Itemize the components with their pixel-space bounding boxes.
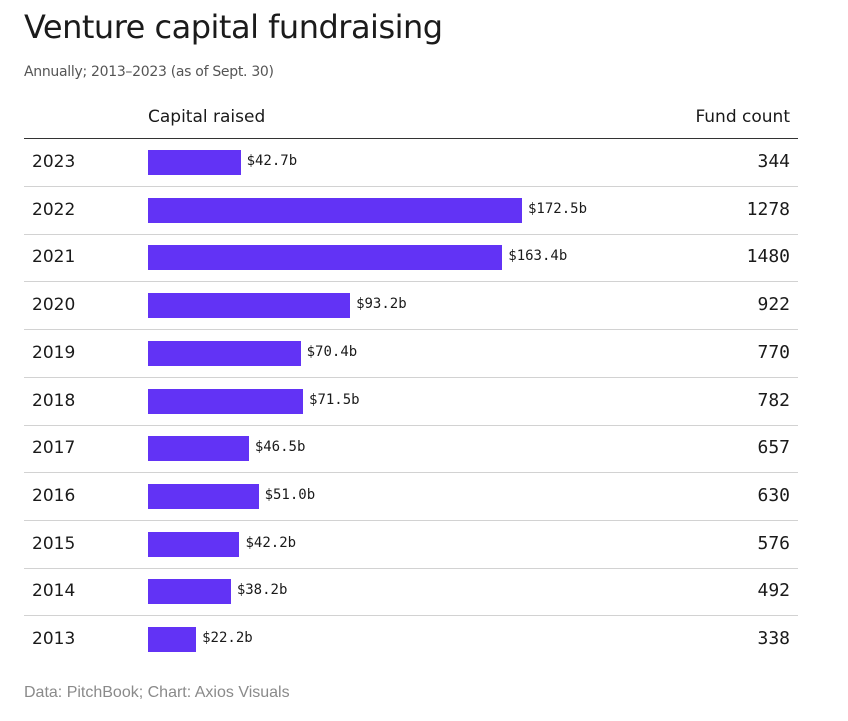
chart-subtitle: Annually; 2013–2023 (as of Sept. 30) (24, 64, 274, 80)
capital-bar (148, 627, 197, 652)
row-divider (24, 233, 798, 235)
table-row: 2018 $71.5b 782 (24, 378, 798, 426)
fund-count-value: 1480 (746, 246, 790, 268)
capital-value-label: $42.7b (246, 153, 298, 169)
table-row: 2014 $38.2b 492 (24, 568, 798, 617)
table-row: 2022 $172.5b 1278 (24, 187, 798, 235)
capital-value-label: $93.2b (356, 296, 407, 313)
table-row: 2013 $22.2b 338 (24, 616, 798, 664)
capital-value-label: $42.2b (245, 534, 297, 551)
year-label: 2017 (32, 438, 76, 459)
year-label: 2021 (32, 247, 76, 268)
capital-value-label: $163.4b (508, 248, 568, 265)
table-row: 2016 $51.0b 630 (24, 473, 798, 521)
capital-bar (148, 293, 351, 319)
fund-count-value: 576 (757, 532, 790, 554)
fund-count-value: 1278 (746, 198, 790, 220)
fund-count-value: 657 (757, 437, 790, 459)
capital-bar (148, 150, 241, 175)
row-divider (24, 424, 798, 426)
chart-title: Venture capital fundraising (24, 8, 443, 46)
fund-count-value: 338 (757, 628, 790, 649)
column-header-fund-count: Fund count (695, 107, 790, 127)
capital-bar (148, 483, 259, 509)
year-label: 2015 (32, 533, 76, 554)
year-label: 2020 (32, 295, 76, 316)
table-row: 2015 $42.2b 576 (24, 521, 798, 569)
row-divider (24, 376, 798, 378)
capital-bar (148, 388, 304, 414)
fund-count-value: 344 (757, 151, 790, 172)
source-note: Data: PitchBook; Chart: Axios Visuals (24, 684, 290, 701)
row-divider (24, 281, 798, 283)
capital-value-label: $70.4b (306, 343, 358, 360)
fund-count-value: 922 (757, 294, 790, 316)
year-label: 2013 (32, 629, 76, 649)
year-label: 2014 (32, 581, 76, 602)
capital-value-label: $51.0b (264, 486, 316, 503)
capital-bar (148, 340, 301, 366)
year-label: 2019 (32, 342, 76, 363)
year-label: 2023 (32, 152, 76, 172)
row-divider (24, 519, 798, 521)
table-row: 2023 $42.7b 344 (24, 139, 798, 187)
table-row: 2021 $163.4b 1480 (24, 234, 798, 283)
row-divider (24, 472, 798, 474)
capital-bar (148, 197, 522, 223)
fund-count-value: 770 (757, 341, 790, 363)
row-divider (24, 329, 798, 331)
capital-value-label: $38.2b (236, 582, 288, 599)
column-header-capital: Capital raised (148, 107, 266, 127)
row-divider (24, 567, 798, 569)
table-row: 2020 $93.2b 922 (24, 282, 798, 331)
table-row: 2019 $70.4b 770 (24, 330, 798, 378)
capital-value-label: $172.5b (528, 200, 588, 217)
capital-bar (148, 531, 240, 557)
year-label: 2022 (32, 199, 76, 220)
year-label: 2016 (32, 485, 76, 506)
capital-value-label: $22.2b (202, 630, 253, 646)
capital-value-label: $71.5b (309, 391, 360, 408)
year-label: 2018 (32, 390, 76, 411)
row-divider (24, 186, 798, 187)
capital-bar (148, 245, 503, 271)
capital-bar (148, 436, 249, 462)
fund-count-value: 630 (757, 484, 790, 506)
table-row: 2017 $46.5b 657 (24, 425, 798, 474)
fund-count-value: 782 (757, 389, 790, 411)
capital-bar (148, 579, 231, 605)
row-divider (24, 615, 798, 617)
fund-count-value: 492 (757, 580, 790, 602)
capital-value-label: $46.5b (254, 439, 306, 456)
header-rule (24, 138, 798, 139)
